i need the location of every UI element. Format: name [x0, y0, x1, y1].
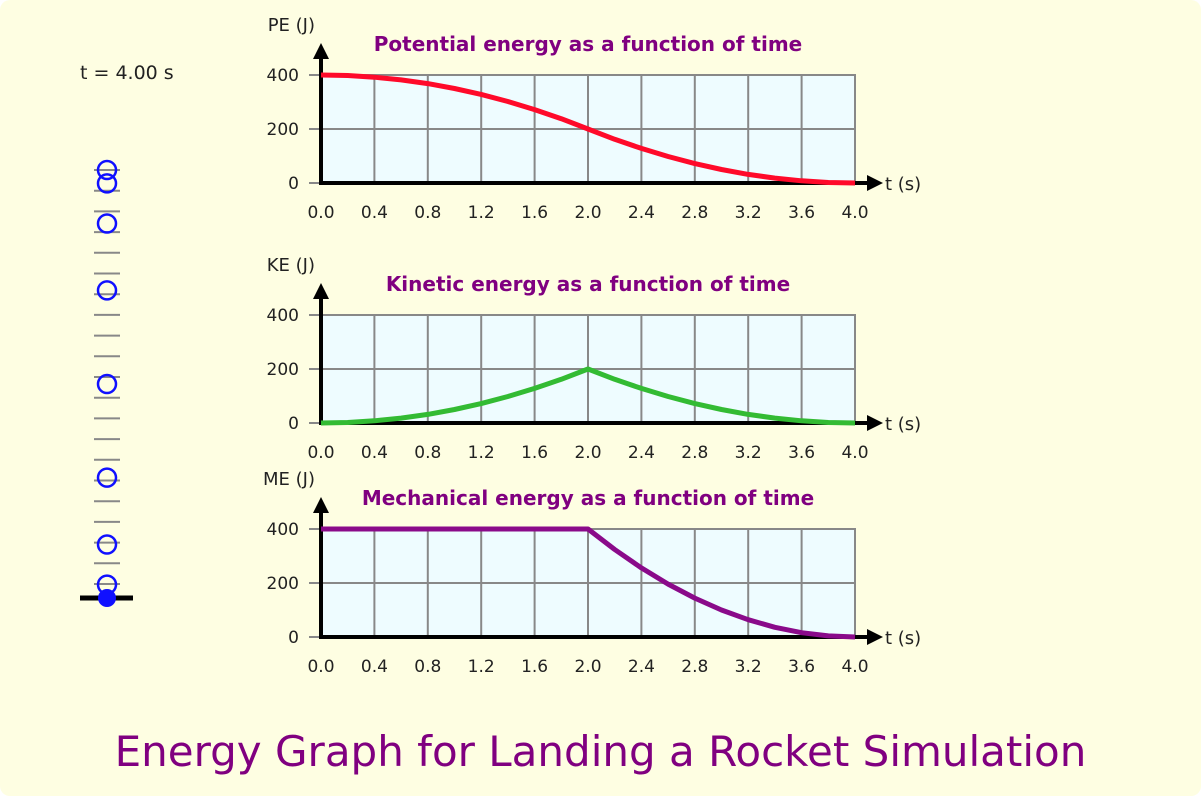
x-tick-label: 0.8 — [414, 203, 441, 223]
x-tick-label: 2.4 — [628, 657, 655, 677]
x-tick-label: 3.2 — [735, 443, 762, 463]
past-position-marker — [96, 213, 118, 234]
x-tick-label: 0.0 — [307, 657, 334, 677]
x-tick-label: 4.0 — [841, 657, 868, 677]
x-axis-arrow-icon — [867, 415, 883, 431]
x-tick-label: 2.8 — [681, 203, 708, 223]
x-tick-label: 1.2 — [468, 203, 495, 223]
y-tick-label: 0 — [288, 628, 299, 648]
x-tick-label: 0.4 — [361, 203, 388, 223]
x-tick-label: 1.6 — [521, 443, 548, 463]
y-axis-label: ME (J) — [263, 469, 315, 490]
chart-title: Mechanical energy as a function of time — [362, 486, 814, 510]
x-tick-label: 0.0 — [307, 203, 334, 223]
y-axis-arrow-icon — [313, 497, 329, 513]
y-axis-arrow-icon — [313, 283, 329, 299]
x-axis-label: t (s) — [885, 628, 921, 649]
series-line — [320, 366, 856, 426]
y-axis-label: PE (J) — [268, 15, 315, 36]
series-line — [320, 72, 856, 186]
x-axis-label: t (s) — [885, 174, 921, 195]
past-position-marker — [96, 173, 118, 194]
x-tick-label: 2.4 — [628, 203, 655, 223]
y-axis-label: KE (J) — [267, 255, 315, 276]
y-tick-label: 200 — [267, 120, 299, 140]
time-readout: t = 4.00 s — [80, 62, 174, 84]
x-tick-label: 1.2 — [468, 657, 495, 677]
x-tick-label: 2.0 — [574, 657, 601, 677]
x-tick-label: 0.8 — [414, 657, 441, 677]
x-tick-label: 3.6 — [788, 657, 815, 677]
x-tick-label: 2.0 — [574, 443, 601, 463]
x-axis-label: t (s) — [885, 414, 921, 435]
y-tick-label: 0 — [288, 174, 299, 194]
y-axis-arrow-icon — [313, 43, 329, 59]
x-tick-label: 3.6 — [788, 443, 815, 463]
y-tick-label: 200 — [267, 574, 299, 594]
y-tick-label: 400 — [267, 520, 299, 540]
past-position-marker — [96, 534, 118, 555]
y-tick-label: 400 — [267, 306, 299, 326]
x-tick-label: 2.0 — [574, 203, 601, 223]
chart-title: Kinetic energy as a function of time — [386, 272, 790, 296]
past-position-marker — [96, 159, 118, 181]
past-position-marker — [96, 280, 118, 301]
x-tick-label: 1.2 — [468, 443, 495, 463]
x-tick-label: 0.8 — [414, 443, 441, 463]
x-tick-label: 2.4 — [628, 443, 655, 463]
past-position-marker — [96, 373, 118, 395]
x-tick-label: 0.4 — [361, 657, 388, 677]
x-tick-label: 0.4 — [361, 443, 388, 463]
x-tick-label: 1.6 — [521, 203, 548, 223]
x-tick-label: 0.0 — [307, 443, 334, 463]
main-title: Energy Graph for Landing a Rocket Simula… — [114, 727, 1087, 776]
rocket-current-position — [98, 589, 116, 607]
x-tick-label: 2.8 — [681, 657, 708, 677]
x-tick-label: 2.8 — [681, 443, 708, 463]
x-tick-label: 1.6 — [521, 657, 548, 677]
x-tick-label: 3.6 — [788, 203, 815, 223]
x-tick-label: 4.0 — [841, 203, 868, 223]
past-position-marker — [96, 467, 118, 488]
x-tick-label: 4.0 — [841, 443, 868, 463]
x-tick-label: 3.2 — [735, 657, 762, 677]
series-line — [321, 526, 856, 640]
x-tick-label: 3.2 — [735, 203, 762, 223]
chart-title: Potential energy as a function of time — [374, 32, 802, 56]
x-axis-arrow-icon — [867, 629, 883, 645]
y-tick-label: 0 — [288, 414, 299, 434]
y-tick-label: 200 — [267, 360, 299, 380]
x-axis-arrow-icon — [867, 175, 883, 191]
y-tick-label: 400 — [267, 66, 299, 86]
